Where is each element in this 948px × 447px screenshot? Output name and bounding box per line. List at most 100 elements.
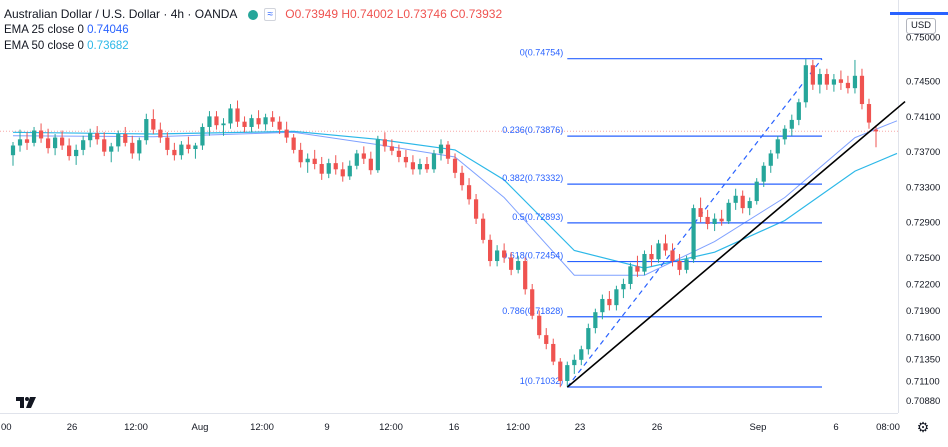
candle-66: [473, 194, 479, 224]
candle-body: [789, 119, 794, 129]
candle-body: [438, 144, 444, 154]
ohlc-values: O0.73949 H0.74002 L0.73746 C0.73932: [285, 7, 503, 21]
candle-body: [502, 250, 507, 258]
candle-body: [768, 153, 773, 166]
trendline[interactable]: [566, 100, 906, 388]
candle-69: [495, 245, 500, 267]
candle-83: [593, 308, 598, 334]
candle-body: [10, 145, 16, 156]
candle-body: [403, 156, 409, 163]
candle-body: [782, 128, 787, 140]
time-tick-10: 26: [652, 422, 663, 433]
currency-selector[interactable]: USD: [906, 18, 936, 34]
candle-body: [684, 259, 689, 270]
candle-body: [382, 139, 387, 147]
candle-body: [803, 65, 808, 103]
candle-body: [572, 359, 577, 366]
candle-62: [445, 141, 451, 165]
candle-68: [488, 234, 493, 267]
candle-106: [754, 178, 759, 205]
tradingview-logo-icon[interactable]: [15, 394, 37, 410]
candle-body: [298, 149, 303, 163]
candle-87: [621, 278, 626, 299]
candle-28: [207, 111, 212, 136]
chart-legend: Australian Dollar / U.S. Dollar · 4h · O…: [4, 6, 502, 54]
candle-body: [516, 261, 521, 270]
price-tick-0: 0.75000: [906, 33, 940, 44]
candle-46: [333, 155, 338, 175]
ema25-label[interactable]: EMA 25 close 0: [4, 24, 84, 36]
candle-73: [523, 257, 528, 295]
candle-body: [761, 165, 766, 182]
compare-icon[interactable]: ≈: [264, 8, 276, 22]
candle-body: [852, 75, 858, 89]
candle-103: [733, 188, 738, 210]
candle-35: [256, 110, 261, 129]
candle-body: [480, 218, 486, 240]
candle-19: [144, 113, 149, 145]
time-tick-5: 9: [324, 422, 329, 433]
candle-118: [838, 70, 844, 90]
candle-body: [31, 130, 37, 143]
candle-body: [333, 163, 338, 170]
candle-body: [537, 315, 542, 336]
ema50-label[interactable]: EMA 50 close 0: [4, 40, 84, 52]
candle-body: [45, 138, 51, 149]
candle-32: [235, 100, 240, 127]
candle-body: [52, 137, 58, 149]
candle-42: [305, 153, 310, 173]
time-axis[interactable]: 00 26 12:00 Aug 12:00 9 12:00 16 12:00 23 26 Sep 6 08…: [1, 422, 900, 433]
candle-15: [116, 130, 121, 152]
fib-level-label-3: 0.5(0.72893): [512, 212, 563, 222]
candle-105: [747, 197, 752, 216]
chart-settings-icon[interactable]: ⚙: [916, 419, 930, 435]
price-tick-4: 0.73300: [906, 182, 940, 193]
candle-61: [438, 139, 444, 161]
candle-71: [509, 252, 514, 276]
candle-body: [551, 343, 556, 362]
time-tick-12: 6: [833, 422, 838, 433]
candle-39: [284, 121, 289, 143]
candle-110: [782, 125, 787, 145]
candle-body: [38, 130, 44, 139]
candle-122: [866, 98, 872, 129]
candle-body: [186, 144, 191, 150]
time-tick-11: Sep: [750, 422, 767, 433]
candle-body: [754, 181, 759, 202]
candle-body: [123, 134, 128, 143]
candle-9: [74, 144, 79, 165]
candle-body: [473, 199, 479, 219]
candle-22: [165, 132, 170, 156]
candle-body: [845, 82, 851, 89]
time-tick-2: 12:00: [124, 422, 148, 433]
candle-91: [649, 245, 654, 267]
price-tick-5: 0.72900: [906, 218, 940, 229]
price-axis[interactable]: 0.75000 0.74500 0.74100 0.73700 0.73300 0.729…: [906, 33, 940, 407]
candle-body: [431, 153, 437, 170]
candle-41: [298, 142, 303, 168]
candle-59: [424, 156, 430, 173]
candle-body: [705, 216, 710, 224]
candle-body: [291, 137, 296, 150]
candle-body: [305, 158, 310, 163]
candle-body: [824, 74, 829, 85]
candle-119: [845, 75, 851, 94]
candle-body: [312, 158, 317, 165]
candle-body: [817, 74, 822, 85]
candle-123: [873, 125, 879, 148]
candle-74: [530, 283, 535, 320]
candle-48: [347, 160, 352, 180]
candle-body: [530, 289, 535, 316]
candle-47: [340, 162, 345, 182]
symbol-title[interactable]: Australian Dollar / U.S. Dollar · 4h · O…: [4, 7, 237, 21]
candle-body: [691, 208, 696, 260]
price-tick-3: 0.73700: [906, 147, 940, 158]
candle-115: [817, 68, 822, 94]
candle-body: [565, 365, 570, 381]
candle-40: [291, 134, 296, 154]
candle-body: [621, 283, 626, 290]
candle-6: [52, 134, 58, 156]
candle-body: [558, 361, 563, 381]
candle-body: [663, 243, 668, 251]
